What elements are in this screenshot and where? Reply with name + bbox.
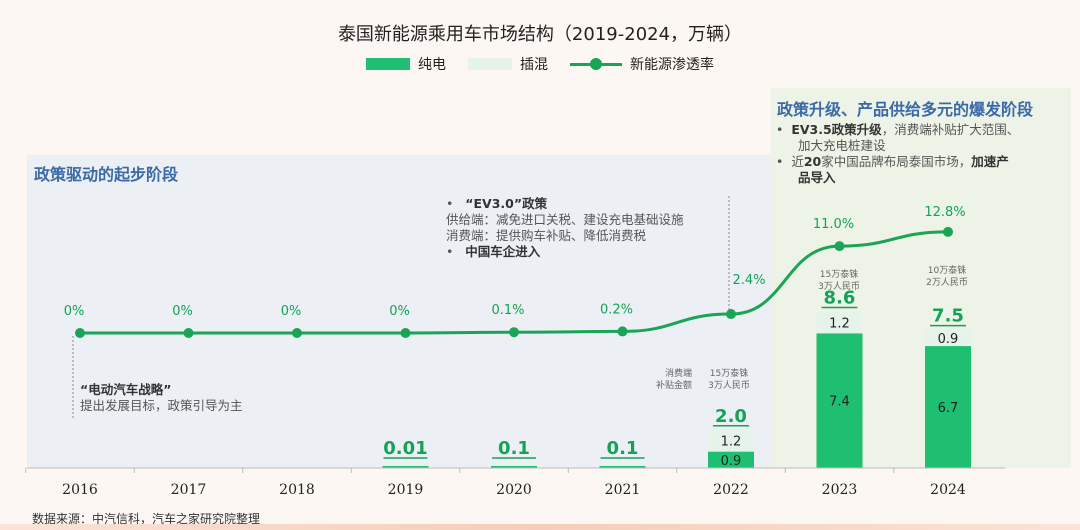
bar-small-2020	[491, 466, 537, 468]
data-label-bev-2024: 6.7	[938, 401, 959, 416]
x-tick-label-2024: 2024	[930, 482, 966, 498]
bar-phev-2024	[925, 329, 971, 347]
legend-item-bev: 纯电	[366, 54, 446, 74]
total-label-2020: 0.1	[498, 438, 530, 459]
bar-phev-2023	[816, 311, 863, 334]
rate-point-2023	[834, 241, 845, 252]
total-label-2021: 0.1	[607, 438, 639, 459]
bar-bev-2023	[816, 333, 863, 468]
bar-bev-2024	[925, 346, 971, 468]
stage2-b2-part2: 家中国品牌布局泰国市场，	[821, 154, 972, 169]
data-label-phev-2022: 1.2	[721, 435, 742, 450]
rate-point-2021	[617, 326, 628, 337]
x-tick-label-2023: 2023	[822, 482, 858, 498]
ev30-line2: 消费端：提供购车补贴、降低消费税	[446, 228, 647, 243]
stage2-b2-part1: 近	[791, 154, 804, 169]
total-label-2022: 2.0	[715, 406, 747, 427]
chart-title: 泰国新能源乘用车市场结构（2019-2024，万辆）	[337, 24, 743, 45]
legend-label-bev: 纯电	[418, 57, 446, 73]
ev30-annotation: • “EV3.0”政策 供给端：减免进口关税、建设充电基础设施 消费端：提供购车…	[446, 196, 746, 260]
total-label-2023: 8.6	[824, 287, 856, 308]
subsidy-2023-cny: 3万人民币	[818, 281, 860, 292]
source-note: 数据来源：中汽信科，汽车之家研究院整理	[32, 512, 261, 526]
stage2-b2-bold2: 加速产	[971, 154, 1009, 169]
data-label-bev-2023: 7.4	[829, 395, 850, 410]
bar-bev-2022	[708, 451, 754, 468]
stage2-title: 政策升级、产品供给多元的爆发阶段	[777, 100, 1034, 119]
stage2-bullet-2: • 近20家中国品牌布局泰国市场，加速产	[776, 154, 1009, 169]
ev30-line3: 中国车企进入	[465, 244, 541, 259]
stage2-b2-bold1: 20	[803, 154, 822, 169]
x-tick-label-2018: 2018	[279, 482, 315, 498]
bar-phev-2022	[708, 429, 754, 452]
x-tick-label-2019: 2019	[388, 482, 424, 498]
x-tick-label-2021: 2021	[605, 482, 641, 498]
ev30-line3-row: • 中国车企进入	[446, 244, 541, 259]
rate-label-2020: 0.1%	[491, 303, 524, 318]
total-label-2024: 7.5	[932, 306, 964, 327]
subsidy-2024-thb: 10万泰铢	[928, 264, 966, 276]
rate-label-2018: 0%	[281, 304, 302, 319]
legend-label-rate: 新能源渗透率	[630, 57, 714, 73]
legend-swatch-rate	[570, 57, 622, 71]
legend-item-rate: 新能源渗透率	[570, 54, 714, 74]
stage2-b1-line2: 加大充电桩建设	[798, 138, 886, 153]
rate-label-2021: 0.2%	[600, 302, 633, 317]
legend-swatch-phev	[468, 58, 512, 70]
stage1-title: 政策驱动的起步阶段	[34, 165, 179, 184]
strategy-annotation: “电动汽车战略” 提出发展目标，政策引导为主	[80, 382, 320, 414]
stage2-b2-line2-text: 品导入	[798, 170, 836, 185]
legend-label-phev: 插混	[520, 57, 548, 73]
data-label-bev-2022: 0.9	[721, 454, 742, 469]
bottom-decoration	[0, 524, 1080, 530]
ev30-line1: 供给端：减免进口关税、建设充电基础设施	[446, 212, 684, 227]
stage2-b1-bold: EV3.5政策升级	[791, 122, 882, 137]
rate-point-2024	[943, 226, 953, 237]
rate-point-2019	[400, 328, 411, 338]
legend: 纯电 插混 新能源渗透率	[0, 54, 1080, 74]
rate-label-2022: 2.4%	[732, 273, 765, 288]
rate-line	[79, 230, 949, 335]
x-tick-label-2022: 2022	[713, 482, 749, 498]
strategy-line1: 提出发展目标，政策引导为主	[80, 398, 243, 413]
subsidy-2022-thb: 15万泰铢	[710, 367, 748, 379]
subsidy-2022-cny: 3万人民币	[708, 380, 750, 391]
subsidy-2024-cny: 2万人民币	[926, 277, 968, 288]
rate-point-2022	[726, 309, 736, 320]
stage2-b1-rest: ，消费端补贴扩大范围、	[881, 122, 1020, 137]
ev30-head: “EV3.0”政策	[465, 196, 548, 211]
rate-label-2017: 0%	[172, 304, 193, 319]
bar-small-2021	[599, 466, 646, 468]
legend-item-phev: 插混	[468, 54, 548, 74]
x-tick-label-2017: 2017	[171, 482, 207, 498]
x-tick-label-2016: 2016	[62, 482, 98, 498]
strategy-head: “电动汽车战略”	[80, 382, 172, 397]
ev30-head-row: • “EV3.0”政策	[446, 196, 548, 211]
stage2-bullet-1: • EV3.5政策升级，消费端补贴扩大范围、	[776, 122, 1020, 137]
stage1-background	[27, 155, 771, 468]
x-tick-label-2020: 2020	[496, 482, 532, 498]
subsidy-label-2: 补贴金额	[656, 379, 692, 391]
rate-label-2024: 12.8%	[924, 205, 965, 220]
rate-point-2018	[292, 328, 302, 338]
data-label-phev-2024: 0.9	[938, 332, 959, 347]
rate-point-2016	[75, 328, 85, 338]
rate-label-2019: 0%	[389, 304, 410, 319]
legend-swatch-bev	[366, 58, 410, 70]
rate-point-2017	[183, 328, 194, 338]
rate-point-2020	[509, 327, 519, 338]
strategy-head-row: “电动汽车战略”	[80, 382, 320, 398]
stage2-b2-line2: 品导入	[776, 170, 1076, 186]
bar-small-2019	[382, 466, 429, 468]
data-label-phev-2023: 1.2	[829, 316, 850, 331]
rate-label-2023: 11.0%	[813, 217, 854, 232]
rate-label-2016: 0%	[64, 304, 85, 319]
subsidy-label-1: 消费端	[665, 367, 692, 379]
total-label-2019: 0.01	[383, 438, 427, 459]
stage2-bullets: • EV3.5政策升级，消费端补贴扩大范围、 加大充电桩建设 • 近20家中国品…	[776, 122, 1076, 186]
subsidy-2023-thb: 15万泰铢	[820, 268, 858, 280]
